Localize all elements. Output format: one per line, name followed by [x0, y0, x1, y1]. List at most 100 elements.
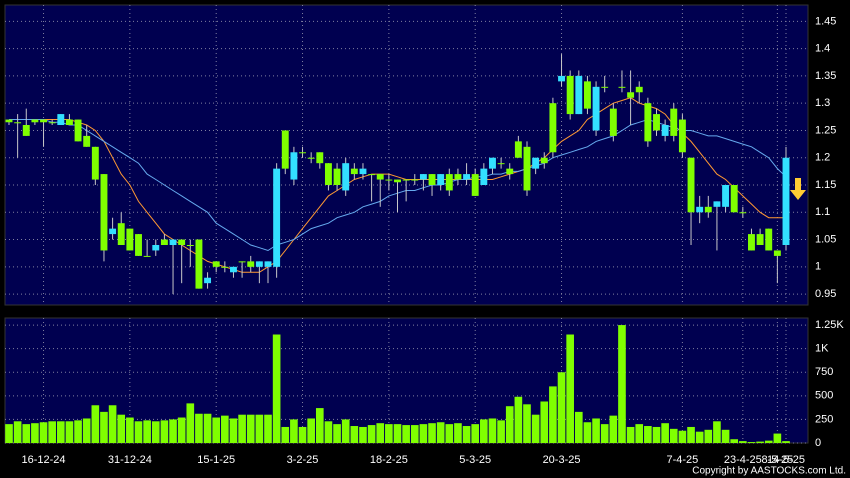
candle-body	[506, 168, 514, 175]
volume-bar	[5, 424, 13, 443]
candle-body	[290, 152, 298, 180]
volume-bar	[143, 420, 151, 443]
candle-body	[773, 250, 781, 256]
volume-bar	[324, 421, 333, 443]
candle-body	[299, 152, 306, 154]
volume-bar	[151, 421, 160, 443]
candle-body	[152, 245, 160, 251]
volume-bar	[756, 441, 764, 443]
volume-bar	[669, 428, 678, 443]
candle-body	[57, 114, 65, 125]
candle-body	[14, 122, 22, 124]
volume-bar	[290, 419, 298, 443]
volume-bar	[74, 420, 82, 443]
candle-body	[704, 206, 712, 213]
volume-bar	[583, 422, 592, 443]
volume-bar	[255, 414, 264, 443]
candle-body	[618, 86, 626, 88]
moving-average-line	[9, 97, 786, 273]
candle-body	[264, 261, 272, 267]
volume-bar	[246, 414, 255, 443]
candle-body	[376, 174, 384, 180]
volume-bar	[117, 414, 126, 443]
volume-bar	[402, 425, 410, 443]
volume-tick-label: 750	[815, 366, 833, 378]
volume-bar	[203, 413, 212, 443]
candle-body	[713, 201, 721, 207]
x-tick-label: 23-4-25	[724, 454, 762, 466]
volume-bar	[134, 421, 143, 443]
volume-bar	[376, 423, 385, 443]
candle-body	[273, 168, 281, 267]
y-tick-label: 1.25	[815, 124, 836, 136]
volume-bar	[480, 419, 488, 443]
candle-body	[186, 245, 194, 246]
candle-body	[739, 212, 747, 214]
candle-body	[437, 174, 445, 185]
candle-body	[722, 185, 730, 207]
candle-body	[480, 168, 488, 185]
candle-body	[575, 75, 583, 115]
candle-body	[540, 157, 548, 164]
candle-body	[687, 157, 695, 213]
volume-bar	[592, 418, 600, 443]
y-tick-label: 1.3	[815, 97, 830, 109]
x-tick-label: 8-5-25	[761, 454, 793, 466]
candle-body	[411, 179, 419, 181]
volume-bar	[497, 420, 505, 443]
x-tick-label: 14-5-25	[767, 454, 805, 466]
candle-body	[653, 114, 660, 131]
candle-body	[661, 125, 669, 136]
volume-bar	[39, 422, 48, 443]
candle-body	[385, 179, 393, 181]
candle-body	[238, 261, 246, 263]
candle-body	[359, 168, 367, 175]
candle-body	[204, 277, 212, 284]
x-tick-label: 15-1-25	[197, 454, 235, 466]
x-tick-label: 16-12-24	[22, 454, 66, 466]
volume-bar	[462, 426, 471, 443]
candle-body	[644, 103, 652, 142]
volume-bar	[436, 422, 445, 443]
volume-bar	[488, 418, 497, 443]
candle-body	[670, 108, 678, 136]
candle-body	[350, 168, 358, 175]
volume-tick-label: 1K	[815, 343, 829, 355]
candle-body	[445, 174, 453, 191]
candle-body	[143, 255, 151, 257]
volume-bar	[713, 421, 721, 443]
y-tick-label: 1.05	[815, 233, 836, 245]
candle-body	[109, 228, 117, 235]
volume-bar	[531, 414, 540, 443]
volume-panel	[4, 317, 809, 444]
y-tick-label: 0.95	[815, 288, 836, 300]
candle-body	[342, 163, 350, 191]
arrow-icon	[790, 178, 806, 200]
candle-body	[178, 239, 186, 245]
candle-body	[394, 179, 401, 183]
candle-body	[368, 174, 376, 176]
volume-bar	[739, 441, 747, 443]
candle-body	[100, 174, 108, 251]
y-tick-label: 1.15	[815, 179, 836, 191]
volume-bar	[609, 415, 618, 443]
volume-bar	[687, 426, 695, 443]
volume-bar	[730, 439, 739, 443]
candle-body	[523, 146, 531, 191]
candle-body	[489, 157, 496, 169]
volume-bar	[359, 426, 367, 443]
candle-body	[281, 130, 289, 169]
volume-bar	[169, 419, 177, 443]
candle-body	[40, 119, 47, 123]
volume-bar	[298, 426, 307, 443]
candle-body	[221, 266, 229, 268]
volume-bar	[747, 442, 756, 443]
volume-bar	[238, 414, 246, 443]
candle-body	[696, 206, 704, 213]
candle-body	[48, 122, 56, 124]
volume-bar	[333, 424, 341, 443]
volume-bar	[350, 426, 359, 443]
volume-bar	[764, 440, 773, 443]
candle-body	[514, 141, 522, 158]
candle-body	[255, 261, 263, 267]
